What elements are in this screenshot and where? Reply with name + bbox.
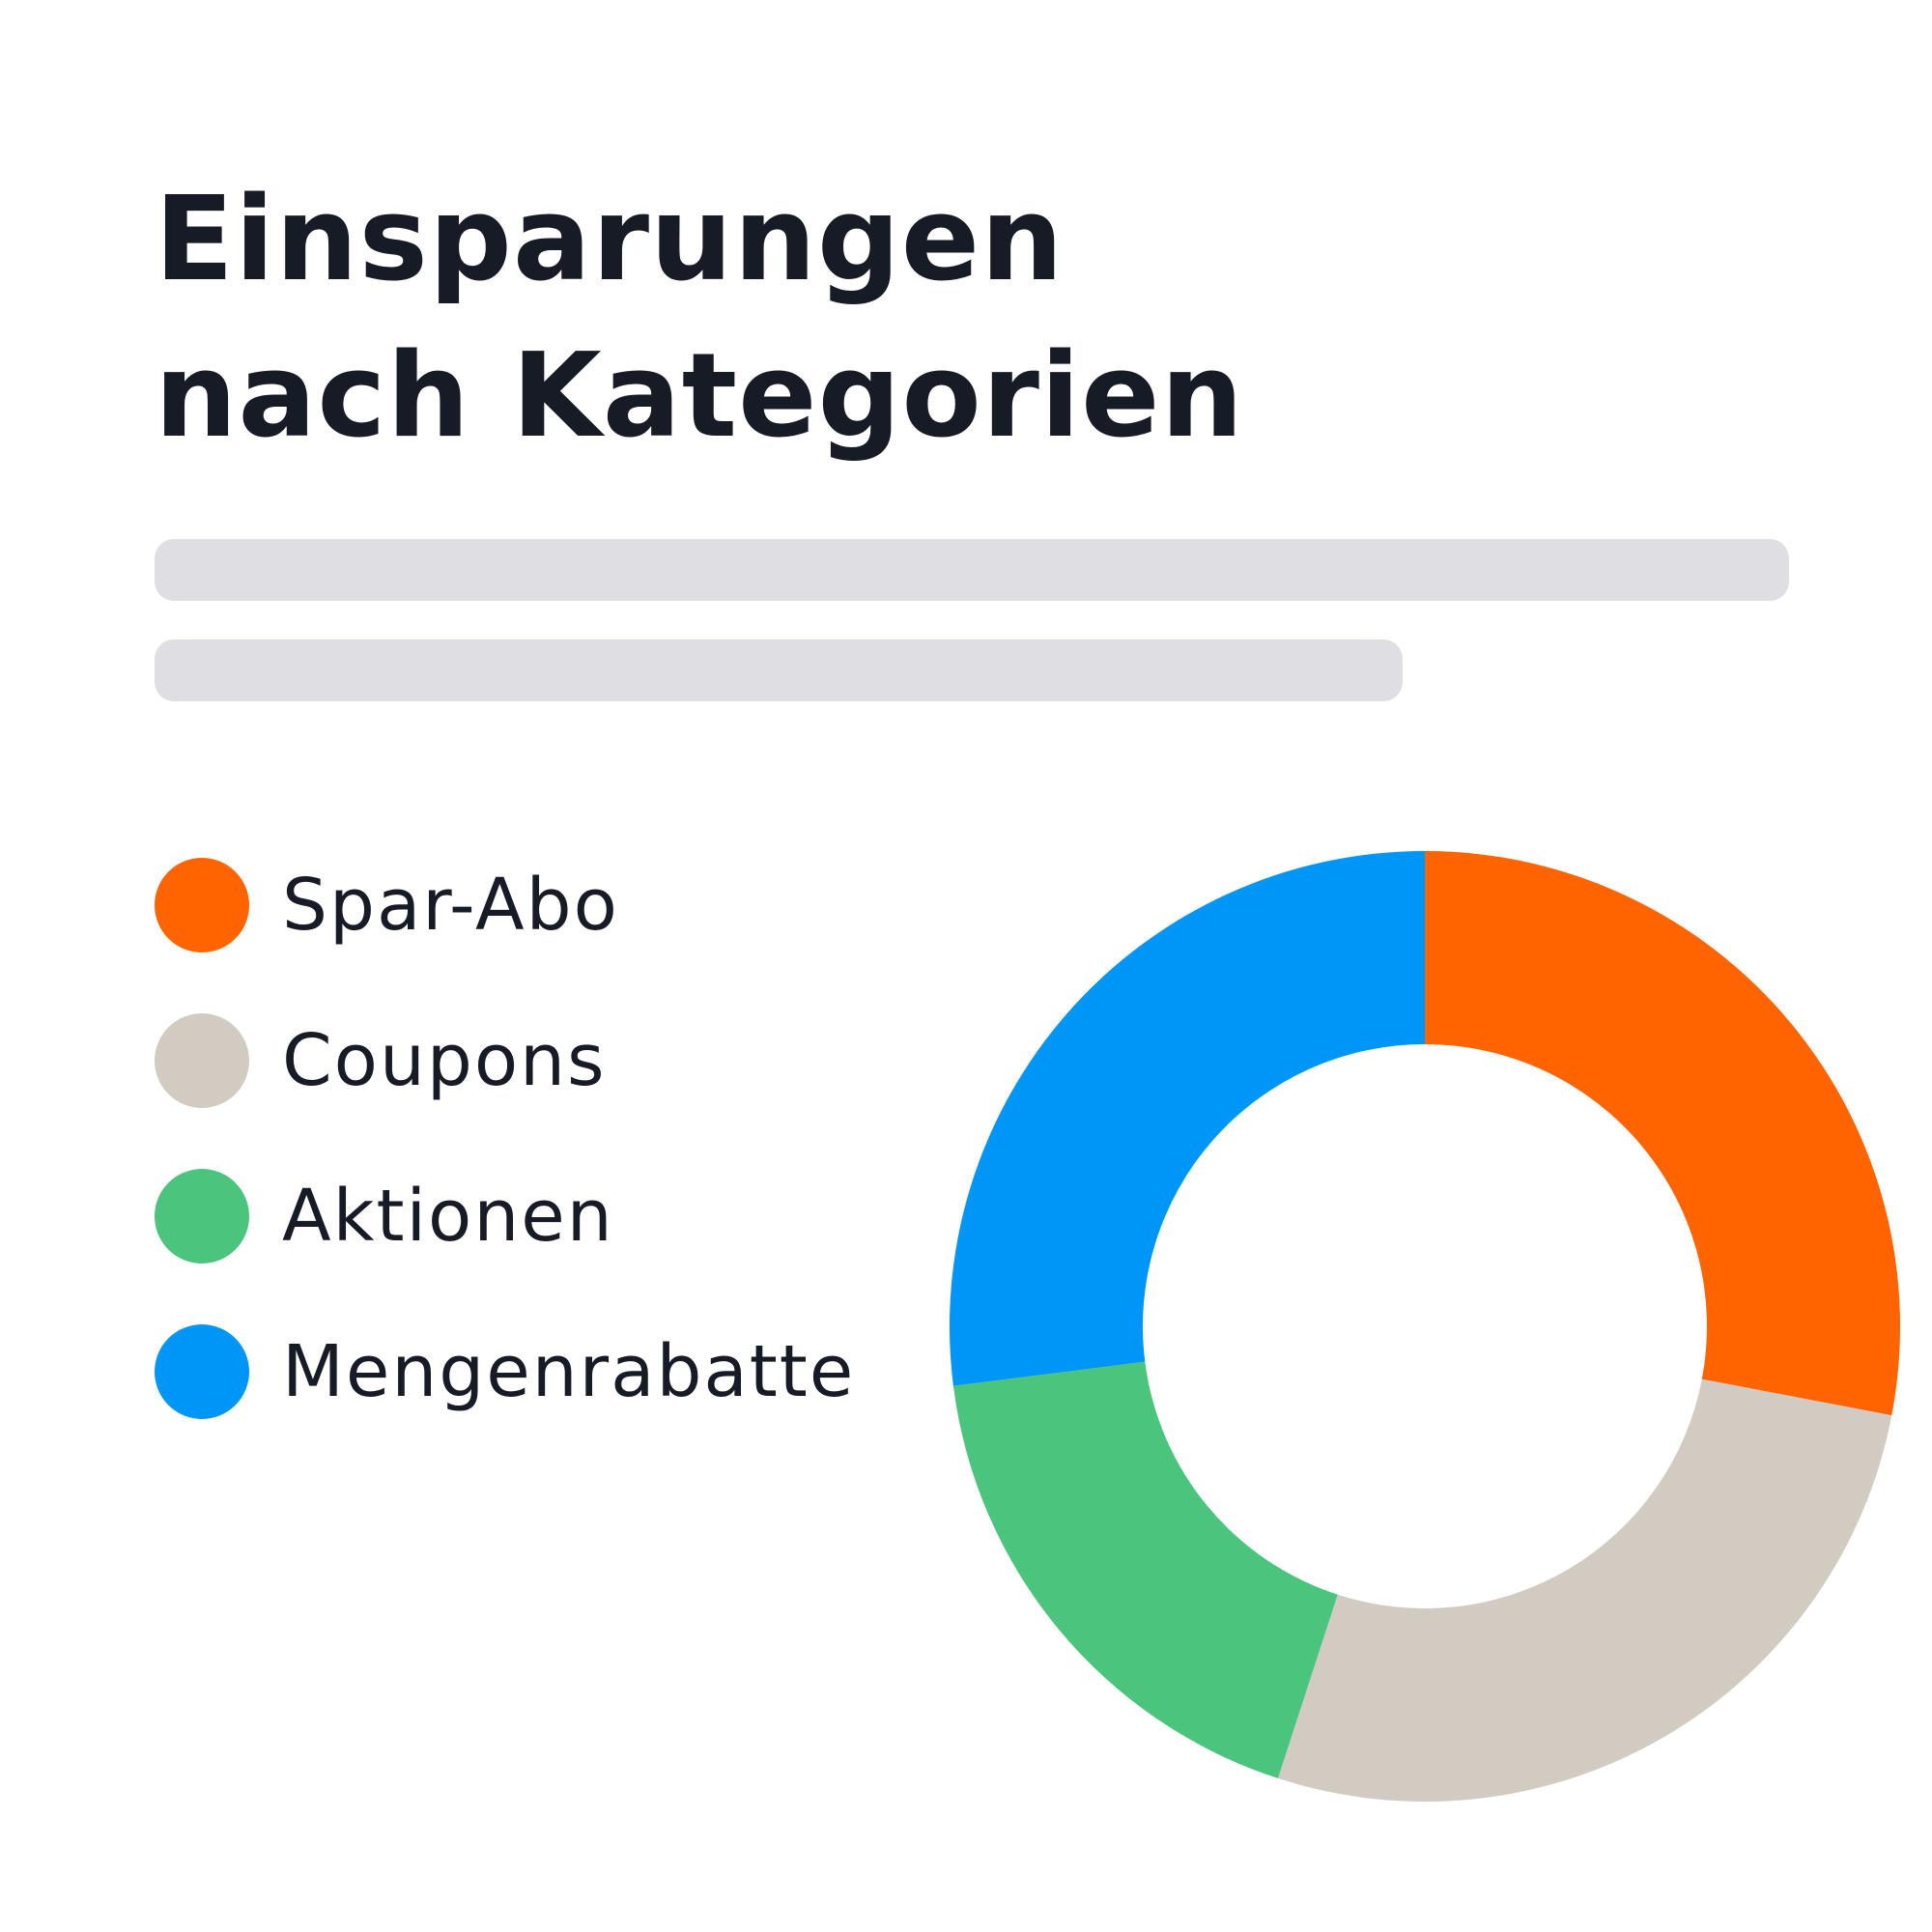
legend-item-spar-abo: Spar-Abo <box>155 858 855 952</box>
legend-label: Coupons <box>282 1019 607 1102</box>
legend: Spar-Abo Coupons Aktionen Mengenrabatte <box>155 858 855 1480</box>
text-placeholder-line <box>155 639 1403 701</box>
legend-label: Mengenrabatte <box>282 1330 856 1413</box>
legend-label: Aktionen <box>282 1175 614 1258</box>
legend-item-aktionen: Aktionen <box>155 1169 855 1264</box>
legend-swatch <box>155 1169 249 1264</box>
legend-item-mengenrabatte: Mengenrabatte <box>155 1324 855 1419</box>
legend-swatch <box>155 858 249 952</box>
text-placeholder-line <box>155 539 1789 601</box>
legend-item-coupons: Coupons <box>155 1013 855 1108</box>
donut-slice-spar-abo <box>1425 851 1900 1416</box>
donut-slice-aktionen <box>952 1361 1338 1778</box>
legend-swatch <box>155 1324 249 1419</box>
donut-slice-coupons <box>1277 1378 1892 1802</box>
donut-chart <box>950 851 1900 1802</box>
chart-title: Einsparungen nach Kategorien <box>155 173 1244 464</box>
donut-slice-mengenrabatte <box>950 851 1425 1386</box>
legend-swatch <box>155 1013 249 1108</box>
legend-label: Spar-Abo <box>282 864 619 947</box>
